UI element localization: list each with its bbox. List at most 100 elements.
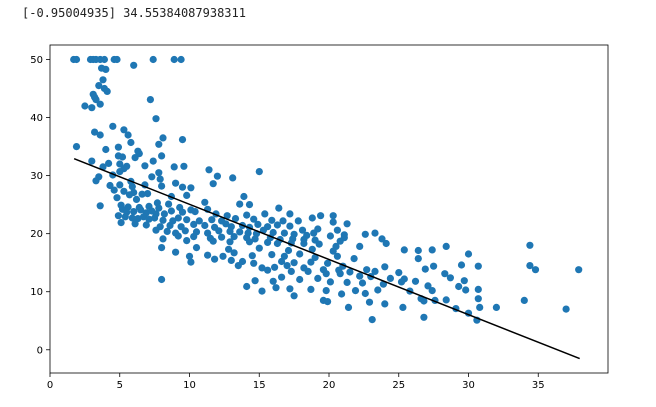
data-point bbox=[386, 274, 394, 282]
data-point bbox=[234, 262, 242, 270]
data-point bbox=[102, 145, 110, 154]
x-tick-label: 25 bbox=[392, 380, 405, 391]
data-point bbox=[170, 163, 178, 171]
data-point bbox=[167, 207, 175, 215]
data-point bbox=[165, 200, 173, 208]
data-point bbox=[96, 202, 104, 210]
data-point bbox=[141, 162, 149, 170]
data-point bbox=[575, 266, 583, 274]
data-point bbox=[264, 266, 272, 274]
data-point bbox=[222, 220, 230, 228]
data-point bbox=[255, 168, 263, 176]
data-point bbox=[351, 287, 360, 295]
data-point bbox=[81, 102, 89, 110]
data-point bbox=[324, 259, 332, 267]
y-tick-label: 40 bbox=[30, 113, 43, 124]
data-point bbox=[127, 138, 135, 147]
data-point bbox=[218, 233, 226, 241]
data-point bbox=[209, 237, 217, 245]
data-point bbox=[158, 182, 166, 190]
data-point bbox=[183, 237, 191, 245]
data-point bbox=[177, 55, 185, 64]
regression-output-text: [-0.95004935] 34.55384087938311 bbox=[22, 6, 246, 20]
data-point bbox=[474, 285, 482, 293]
data-point bbox=[149, 157, 157, 165]
y-tick-label: 50 bbox=[30, 55, 43, 66]
data-point bbox=[116, 160, 124, 168]
data-point bbox=[180, 162, 188, 170]
data-point bbox=[130, 208, 138, 216]
data-point bbox=[344, 303, 353, 311]
data-point bbox=[324, 298, 332, 306]
data-point bbox=[100, 55, 108, 64]
data-point bbox=[430, 262, 438, 270]
data-point bbox=[308, 245, 316, 253]
data-point bbox=[492, 303, 500, 311]
data-point bbox=[371, 229, 379, 237]
data-point bbox=[125, 191, 134, 199]
data-point bbox=[95, 82, 103, 90]
data-point bbox=[230, 233, 238, 241]
x-tick-label: 0 bbox=[47, 380, 53, 391]
data-point bbox=[329, 247, 337, 255]
data-point bbox=[399, 303, 407, 311]
data-point bbox=[178, 208, 187, 216]
data-point bbox=[286, 222, 294, 230]
data-point bbox=[333, 252, 341, 260]
data-point bbox=[268, 251, 276, 259]
data-point bbox=[72, 55, 81, 64]
data-point bbox=[411, 277, 420, 285]
data-point bbox=[441, 270, 449, 278]
data-point bbox=[414, 246, 422, 255]
data-point bbox=[462, 286, 470, 294]
scatter-points bbox=[70, 55, 583, 324]
data-point bbox=[160, 210, 168, 218]
data-point bbox=[322, 287, 330, 295]
data-point bbox=[268, 216, 276, 224]
data-point bbox=[296, 250, 304, 258]
data-point bbox=[356, 272, 364, 280]
data-point bbox=[381, 300, 389, 308]
data-point bbox=[258, 264, 266, 272]
data-point bbox=[120, 187, 128, 195]
data-point bbox=[151, 214, 159, 222]
data-point bbox=[420, 313, 428, 321]
data-point bbox=[269, 277, 277, 285]
data-point bbox=[382, 239, 390, 248]
data-point bbox=[174, 232, 182, 240]
data-point bbox=[172, 248, 180, 256]
data-point bbox=[322, 270, 330, 278]
data-point bbox=[183, 191, 191, 199]
data-point bbox=[248, 252, 256, 260]
data-point bbox=[155, 204, 163, 212]
data-point bbox=[159, 216, 167, 224]
data-point bbox=[298, 226, 307, 234]
data-point bbox=[361, 289, 369, 298]
data-point bbox=[531, 266, 540, 274]
data-point bbox=[346, 268, 354, 276]
data-point bbox=[254, 220, 262, 228]
data-point bbox=[213, 172, 221, 180]
data-point bbox=[205, 166, 213, 174]
data-point bbox=[166, 221, 174, 230]
data-point bbox=[420, 297, 428, 305]
data-point bbox=[236, 228, 244, 236]
data-point bbox=[226, 238, 234, 246]
data-point bbox=[219, 252, 227, 260]
data-point bbox=[139, 213, 148, 221]
data-point bbox=[181, 227, 189, 235]
data-point bbox=[474, 262, 482, 270]
data-point bbox=[374, 286, 382, 294]
data-point bbox=[457, 261, 466, 269]
data-point bbox=[135, 150, 143, 158]
data-point bbox=[103, 87, 111, 95]
data-point bbox=[155, 140, 163, 148]
data-point bbox=[474, 295, 482, 303]
data-point bbox=[251, 235, 259, 243]
data-point bbox=[307, 258, 315, 266]
data-point bbox=[191, 208, 199, 216]
regression-line-group bbox=[73, 158, 580, 360]
data-point bbox=[259, 226, 267, 234]
data-point bbox=[192, 244, 201, 252]
data-point bbox=[158, 275, 166, 284]
